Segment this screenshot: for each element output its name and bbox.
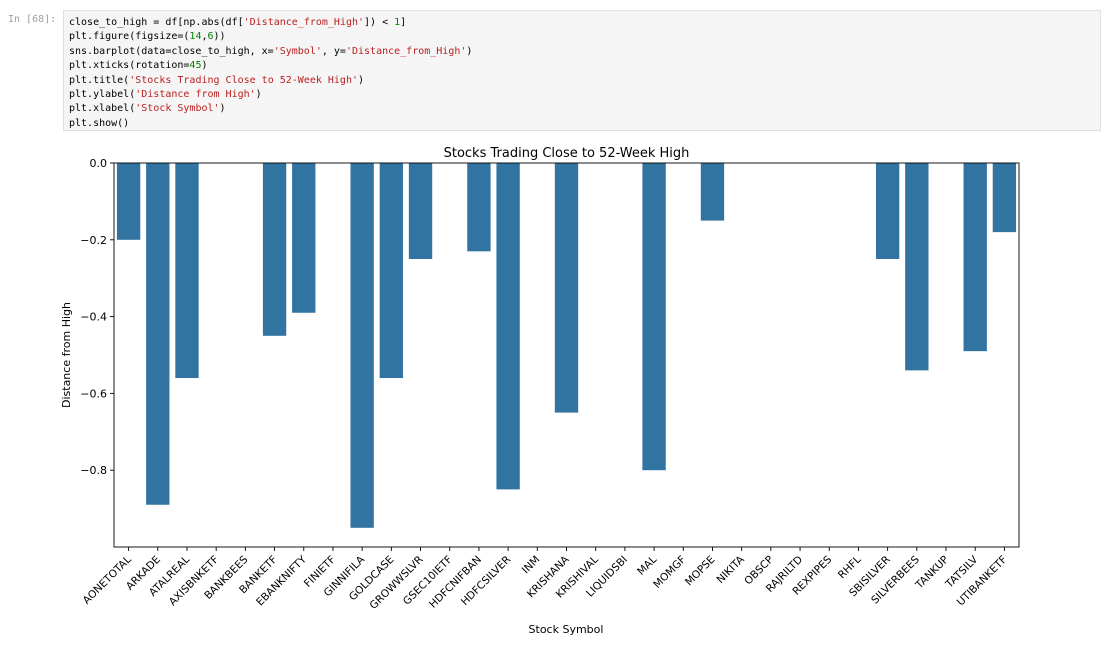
code-token: 45 [189, 60, 202, 72]
bar [642, 163, 666, 471]
bar [292, 163, 316, 313]
code-line: plt.ylabel('Distance from High') [69, 88, 1100, 102]
code-line: plt.figure(figsize=(14,6)) [69, 30, 1100, 44]
code-token: ] [400, 17, 407, 28]
x-tick-label: MOPSE [683, 554, 718, 589]
code-token: , [201, 31, 208, 43]
chart-title: Stocks Trading Close to 52-Week High [444, 146, 690, 161]
code-token: 'Stock Symbol' [135, 103, 220, 115]
code-token: 'Distance from High' [135, 88, 256, 100]
bar-chart: 0.0−0.2−0.4−0.6−0.8AONETOTALARKADEATALRE… [60, 146, 1020, 636]
code-token: )) [213, 31, 226, 43]
code-token: 6 [207, 31, 214, 43]
code-token: sns.barplot(data=close_to_high, x= [69, 45, 274, 57]
code-token: 'Stocks Trading Close to 52-Week High' [129, 74, 358, 86]
code-token: plt.xlabel( [69, 103, 136, 115]
code-token: plt.title( [69, 74, 130, 86]
code-token: , y= [321, 45, 346, 57]
code-token: 'Distance_from_High' [345, 45, 467, 57]
x-tick-label: AONETOTAL [81, 554, 134, 607]
code-token: plt.figure(figsize=( [69, 31, 190, 43]
code-token: ) [219, 103, 226, 115]
bar [350, 163, 374, 528]
y-axis-label: Distance from High [60, 302, 73, 408]
bar [554, 163, 579, 413]
y-tick-label: −0.2 [80, 234, 107, 247]
code-line: plt.title('Stocks Trading Close to 52-We… [69, 74, 1100, 88]
code-token: plt.show() [69, 117, 130, 129]
bar [700, 163, 725, 221]
code-token: 'Symbol' [273, 45, 322, 57]
code-token: 1 [394, 17, 401, 28]
bar [379, 163, 404, 379]
cell-prompt: In [68]: [8, 14, 57, 25]
bar [992, 163, 1017, 233]
bar [905, 163, 929, 371]
bar [963, 163, 987, 352]
y-tick-label: 0.0 [90, 157, 108, 170]
code-token: ]) < [364, 17, 395, 28]
x-tick-label: MAL [635, 554, 659, 578]
y-tick-label: −0.4 [80, 311, 107, 324]
code-token: ) [201, 60, 208, 72]
code-line: sns.barplot(data=close_to_high, x='Symbo… [69, 45, 1100, 59]
code-token: ) [255, 88, 262, 100]
y-tick-label: −0.8 [80, 464, 107, 477]
bar [496, 163, 520, 490]
bar [875, 163, 900, 259]
code-line: plt.xlabel('Stock Symbol') [69, 102, 1100, 116]
code-token: plt.ylabel( [69, 88, 136, 100]
code-token: plt.xticks(rotation= [69, 60, 190, 72]
x-tick-label: MOMGF [651, 554, 688, 591]
y-tick-label: −0.6 [80, 387, 107, 400]
code-line: close_to_high = df[np.abs(df['Distance_f… [69, 16, 1100, 30]
x-tick-label: INM [520, 554, 543, 577]
code-token: 'Distance_from_High' [243, 17, 365, 28]
x-axis-label: Stock Symbol [529, 623, 604, 636]
bar [146, 163, 170, 505]
code-token: ) [358, 74, 365, 86]
code-line: plt.xticks(rotation=45) [69, 59, 1100, 73]
code-token: ) [466, 45, 473, 57]
code-token: 14 [189, 31, 202, 43]
x-tick-label: NIKITA [714, 553, 747, 586]
bar [408, 163, 433, 259]
code-editor[interactable]: close_to_high = df[np.abs(df['Distance_f… [63, 10, 1101, 131]
code-line: plt.show() [69, 117, 1100, 131]
bar [262, 163, 287, 336]
code-token: close_to_high = df[np.abs(df[ [69, 17, 244, 28]
bar [467, 163, 491, 252]
bar [175, 163, 199, 379]
cell-output: 0.0 −0.2 −0.4 −0.6 −0.8 AONETOTAL ARKADE ATALRE… [0, 136, 1102, 642]
bar [116, 163, 141, 240]
